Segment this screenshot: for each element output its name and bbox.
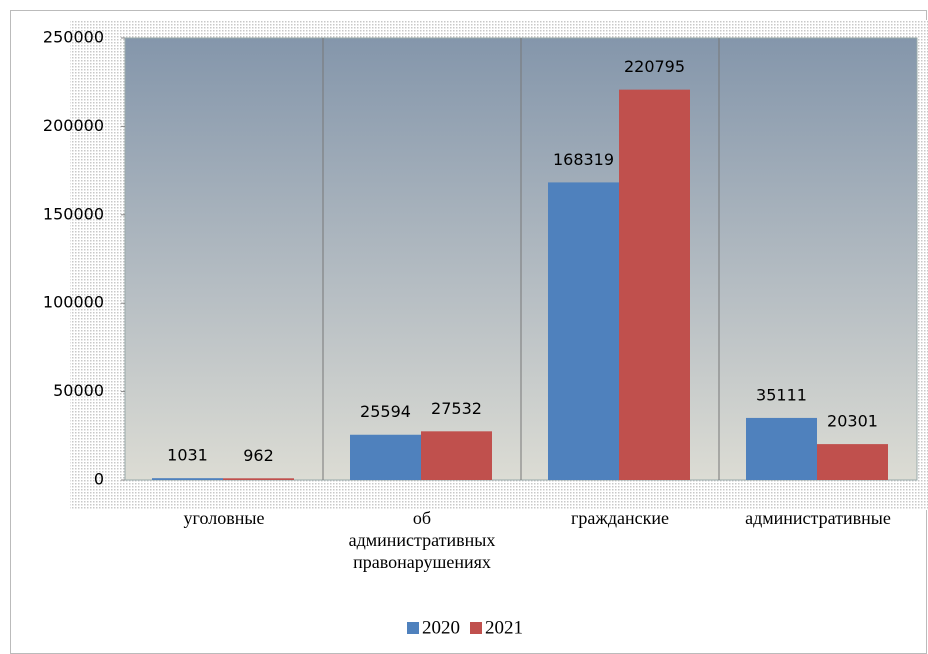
bar (548, 182, 619, 481)
y-tick-label: 150000 (43, 204, 104, 223)
y-tick-label: 100000 (43, 293, 104, 312)
data-label: 1031 (167, 446, 208, 465)
y-tick-label: 0 (94, 470, 104, 489)
data-label: 35111 (756, 385, 807, 404)
y-tick-label: 50000 (53, 381, 104, 400)
bar (223, 478, 294, 480)
x-tick-label: об административных правонарушениях (348, 508, 496, 572)
data-label: 168319 (553, 150, 614, 169)
legend-label: 2020 (422, 617, 460, 638)
bar (421, 431, 492, 480)
bar (619, 89, 690, 481)
bar (817, 444, 888, 480)
data-label: 20301 (827, 412, 878, 431)
bar (746, 417, 817, 480)
legend-swatch (407, 622, 419, 634)
data-label: 962 (243, 446, 274, 465)
y-tick-label: 250000 (43, 28, 104, 47)
bar (350, 434, 421, 480)
x-tick-label: гражданские (571, 508, 669, 528)
y-tick-label: 200000 (43, 116, 104, 135)
x-tick-label: административные (745, 508, 891, 528)
legend-swatch (470, 622, 482, 634)
legend-label: 2021 (485, 617, 523, 638)
bar (152, 478, 223, 480)
data-label: 25594 (360, 402, 411, 421)
x-tick-label: уголовные (183, 508, 265, 528)
data-label: 220795 (624, 57, 685, 76)
data-label: 27532 (431, 399, 482, 418)
